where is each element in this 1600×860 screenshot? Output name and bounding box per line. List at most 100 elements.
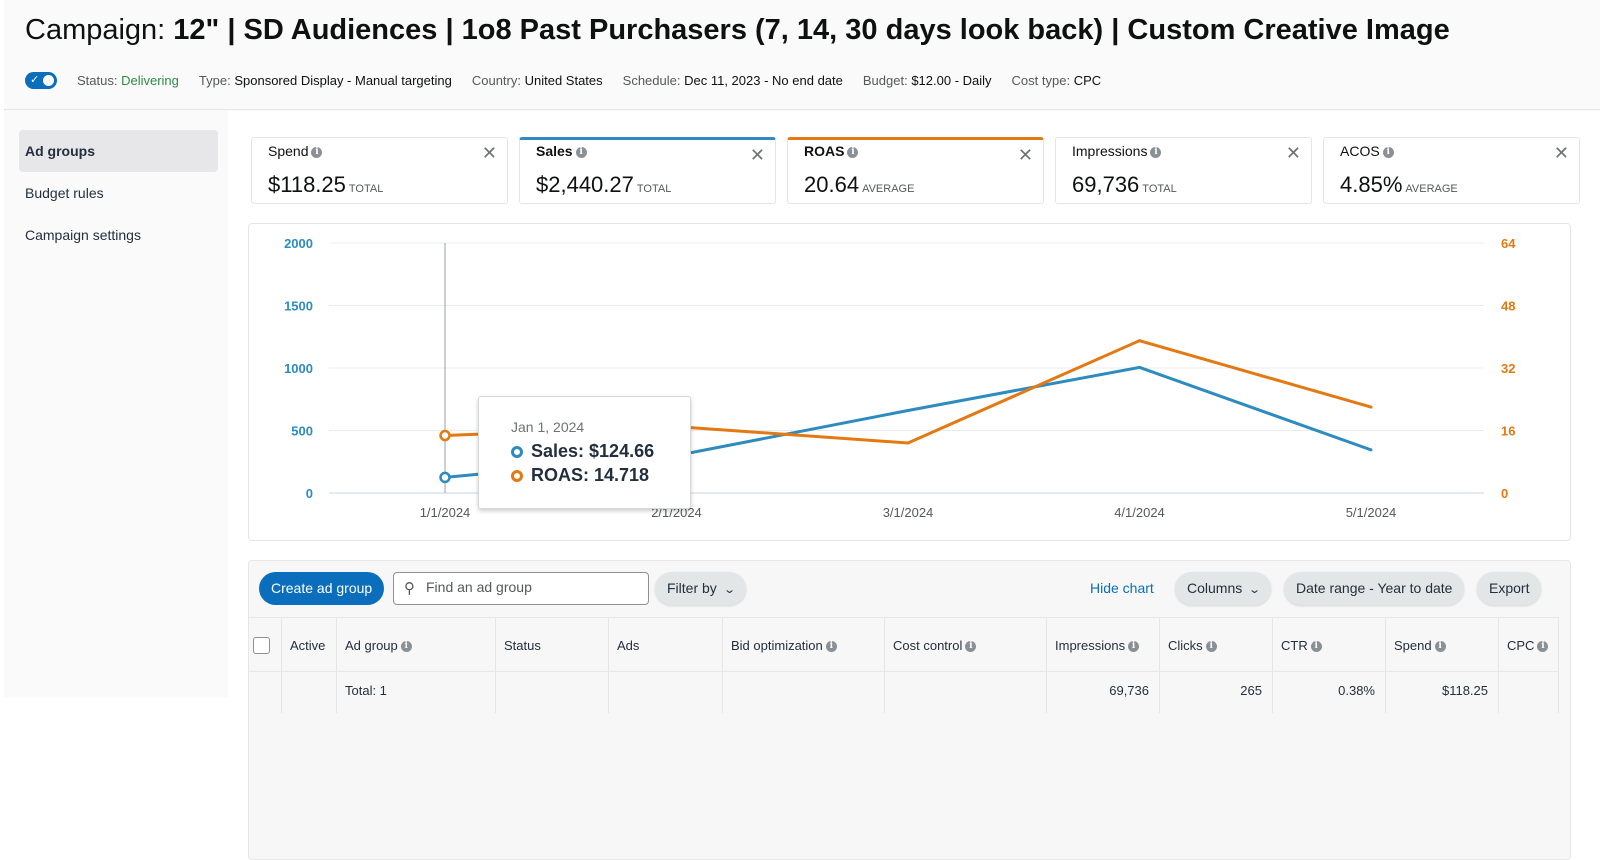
info-icon[interactable]: i <box>847 146 859 158</box>
meta-label: Country: <box>471 73 521 88</box>
column-header-clicks[interactable]: Clicks i <box>1160 618 1273 673</box>
info-icon[interactable]: i <box>1205 641 1217 653</box>
total-impressions-cell: 69,736 <box>1047 673 1160 713</box>
table-cell <box>1499 673 1559 713</box>
y-left-tick-label: 1500 <box>284 299 313 314</box>
table-cell <box>496 673 609 713</box>
metric-card-sales[interactable]: Sales i ✕ $2,440.27 TOTAL <box>519 137 776 204</box>
meta-country: Country: United States <box>472 73 603 88</box>
table-cell <box>885 673 1047 713</box>
meta-label: Type: <box>198 73 231 88</box>
column-label: CPC <box>1507 638 1535 653</box>
column-header-impressions[interactable]: Impressions i <box>1047 618 1160 673</box>
y-right-tick-label: 48 <box>1501 299 1515 314</box>
column-header-spend[interactable]: Spend i <box>1386 618 1499 673</box>
metric-card-impressions[interactable]: Impressions i ✕ 69,736 TOTAL <box>1055 137 1312 204</box>
sidebar-item-campaign-settings[interactable]: Campaign settings <box>25 227 141 243</box>
sidebar-item-budget-rules[interactable]: Budget rules <box>25 185 104 201</box>
ad-group-search-input[interactable] <box>426 579 641 595</box>
chevron-down-icon: ⌄ <box>722 584 736 596</box>
export-button[interactable]: Export <box>1477 572 1542 605</box>
chart-tooltip: Jan 1, 2024 Sales: $124.66 ROAS: 14.718 <box>478 396 691 509</box>
column-header-cost-control[interactable]: Cost control i <box>885 618 1047 673</box>
filter-by-button[interactable]: Filter by ⌄ <box>655 572 747 605</box>
info-icon[interactable]: i <box>965 641 977 653</box>
sales-marker-icon <box>511 445 523 458</box>
metric-name: ACOS i <box>1340 143 1394 159</box>
column-label: Cost control <box>893 638 963 653</box>
tooltip-row-sales: Sales: $124.66 <box>511 441 654 462</box>
info-icon[interactable]: i <box>1382 146 1394 158</box>
sales-point <box>1369 448 1373 452</box>
info-icon[interactable]: i <box>1128 641 1140 653</box>
date-range-button[interactable]: Date range - Year to date <box>1284 572 1465 605</box>
column-label: Active <box>290 638 326 653</box>
info-icon[interactable]: i <box>1434 641 1446 653</box>
meta-label: Status: <box>77 73 118 88</box>
campaign-toggle[interactable]: ✓ <box>25 72 57 89</box>
tooltip-date: Jan 1, 2024 <box>511 419 585 435</box>
page-title: Campaign: 12" | SD Audiences | 1o8 Past P… <box>25 14 1450 47</box>
column-header-active[interactable]: Active <box>282 618 337 673</box>
y-right-tick-label: 0 <box>1501 486 1508 501</box>
metric-card-acos[interactable]: ACOS i ✕ 4.85% AVERAGE <box>1323 137 1580 204</box>
sales-point-hovered <box>439 471 451 484</box>
sales-point <box>1138 365 1141 369</box>
meta-label: Budget: <box>862 73 908 88</box>
metric-value: $118.25 TOTAL <box>268 172 383 198</box>
performance-chart: 0 500 1000 1500 2000 0 16 32 48 64 1/1/2024 2/1/202… <box>248 223 1571 541</box>
sidebar-item-ad-groups[interactable]: Ad groups <box>19 130 218 172</box>
y-right-tick-label: 64 <box>1501 236 1516 251</box>
y-left-tick-label: 2000 <box>284 236 313 251</box>
metric-name: Impressions i <box>1072 143 1162 159</box>
meta-value: CPC <box>1073 73 1102 88</box>
hide-chart-link[interactable]: Hide chart <box>1090 580 1154 596</box>
metric-card-spend[interactable]: Spend i ✕ $118.25 TOTAL <box>251 137 508 204</box>
info-icon[interactable]: i <box>1310 641 1322 653</box>
column-header-bid-optimization[interactable]: Bid optimization i <box>723 618 885 673</box>
column-header-ads[interactable]: Ads <box>609 618 723 673</box>
status-value: Delivering <box>121 73 179 88</box>
metric-label: ROAS <box>804 143 845 159</box>
roas-point <box>906 441 910 445</box>
metric-label: ACOS <box>1340 143 1380 159</box>
columns-button[interactable]: Columns ⌄ <box>1175 572 1272 605</box>
select-all-checkbox[interactable] <box>253 637 270 654</box>
y-right-tick-label: 32 <box>1501 361 1515 376</box>
info-icon[interactable]: i <box>1150 146 1162 158</box>
meta-label: Schedule: <box>622 73 681 88</box>
metric-value: 69,736 TOTAL <box>1072 172 1177 198</box>
total-ad-group-cell: Total: 1 <box>337 673 496 713</box>
total-ctr-cell: 0.38% <box>1273 673 1386 713</box>
info-icon[interactable]: i <box>400 641 412 653</box>
metric-number: 4.85% <box>1340 172 1403 197</box>
column-header-status[interactable]: Status <box>496 618 609 673</box>
total-spend-cell: $118.25 <box>1386 673 1499 713</box>
close-icon[interactable]: ✕ <box>749 145 765 165</box>
ad-group-search[interactable]: ⚲ <box>393 572 649 605</box>
chevron-down-icon: ⌄ <box>1248 584 1262 596</box>
info-icon[interactable]: i <box>575 146 587 158</box>
metric-suffix: TOTAL <box>348 183 384 195</box>
filter-label: Filter by <box>667 580 717 596</box>
info-icon[interactable]: i <box>825 641 837 653</box>
meta-type: Type: Sponsored Display - Manual targeti… <box>199 73 452 88</box>
create-ad-group-button[interactable]: Create ad group <box>259 572 385 605</box>
column-label: CTR <box>1281 638 1308 653</box>
close-icon[interactable]: ✕ <box>1285 143 1301 163</box>
column-label: Bid optimization <box>731 638 823 653</box>
column-header-ctr[interactable]: CTR i <box>1273 618 1386 673</box>
close-icon[interactable]: ✕ <box>1553 143 1569 163</box>
close-icon[interactable]: ✕ <box>1017 145 1033 165</box>
meta-budget: Budget: $12.00 - Daily <box>863 73 992 88</box>
info-icon[interactable]: i <box>1537 641 1549 653</box>
tooltip-roas-label: ROAS: 14.718 <box>531 465 650 485</box>
column-header-ad-group[interactable]: Ad group i <box>337 618 496 673</box>
info-icon[interactable]: i <box>311 146 323 158</box>
close-icon[interactable]: ✕ <box>481 143 497 163</box>
campaign-header: Campaign: 12" | SD Audiences | 1o8 Past P… <box>4 0 1600 110</box>
column-header-cpc[interactable]: CPC i <box>1499 618 1559 673</box>
table-cell <box>282 673 337 713</box>
metric-card-roas[interactable]: ROAS i ✕ 20.64 AVERAGE <box>787 137 1044 204</box>
